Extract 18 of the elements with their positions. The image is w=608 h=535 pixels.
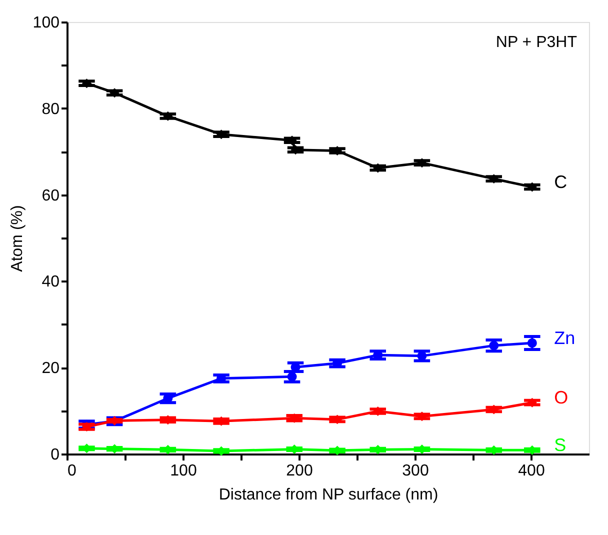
x-tick-label: 300: [402, 462, 429, 480]
y-tick-label: 100: [32, 14, 60, 32]
x-tick-label: 200: [286, 462, 313, 480]
y-tick-label: 60: [42, 187, 60, 204]
series-label: Zn: [554, 328, 576, 348]
series-label: C: [554, 172, 568, 192]
annotation: NP + P3HT: [496, 34, 578, 51]
series-label: O: [554, 388, 568, 408]
y-axis-title: Atom (%): [8, 205, 26, 272]
y-tick-label: 80: [42, 100, 60, 118]
x-tick-label: 0: [68, 462, 76, 480]
x-axis-title: Distance from NP surface (nm): [218, 486, 438, 504]
x-tick-label: 400: [518, 462, 545, 480]
y-tick-label: 0: [50, 446, 60, 464]
y-tick-label: 40: [42, 274, 60, 291]
x-tick-label: 100: [170, 462, 197, 480]
series-label: S: [554, 435, 566, 456]
y-tick-label: 20: [42, 360, 60, 378]
